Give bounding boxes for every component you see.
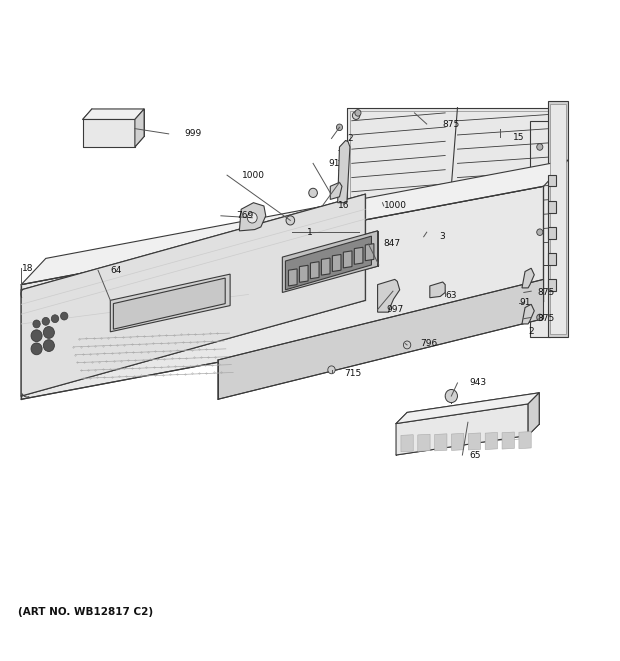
Text: 715: 715 bbox=[344, 369, 361, 377]
Text: ereplacementparts.com: ereplacementparts.com bbox=[243, 273, 377, 283]
Circle shape bbox=[352, 112, 360, 120]
Polygon shape bbox=[485, 432, 497, 449]
Polygon shape bbox=[135, 109, 144, 147]
Polygon shape bbox=[338, 140, 350, 203]
Polygon shape bbox=[430, 282, 445, 297]
Polygon shape bbox=[299, 265, 308, 282]
Polygon shape bbox=[451, 434, 464, 450]
Text: 91: 91 bbox=[519, 299, 531, 307]
Polygon shape bbox=[21, 186, 544, 399]
Polygon shape bbox=[549, 227, 556, 239]
Circle shape bbox=[404, 341, 411, 349]
Text: 1000: 1000 bbox=[242, 171, 265, 180]
Polygon shape bbox=[82, 109, 144, 120]
Circle shape bbox=[43, 327, 55, 338]
Text: 1: 1 bbox=[307, 227, 312, 237]
Polygon shape bbox=[347, 108, 562, 265]
Text: 796: 796 bbox=[420, 339, 438, 348]
Text: 64: 64 bbox=[110, 266, 122, 275]
Circle shape bbox=[337, 124, 343, 131]
Polygon shape bbox=[549, 253, 556, 265]
Circle shape bbox=[42, 317, 50, 325]
Polygon shape bbox=[288, 269, 297, 286]
Circle shape bbox=[33, 320, 40, 328]
Polygon shape bbox=[378, 280, 400, 312]
Text: 2: 2 bbox=[528, 327, 534, 336]
Circle shape bbox=[355, 110, 361, 116]
Circle shape bbox=[286, 215, 294, 225]
Text: 769: 769 bbox=[236, 212, 254, 220]
Polygon shape bbox=[519, 432, 531, 449]
Polygon shape bbox=[285, 236, 371, 290]
Circle shape bbox=[328, 366, 335, 373]
Text: 91: 91 bbox=[329, 159, 340, 168]
Polygon shape bbox=[435, 434, 447, 451]
Polygon shape bbox=[311, 262, 319, 279]
Polygon shape bbox=[418, 434, 430, 451]
Circle shape bbox=[537, 314, 543, 321]
Text: 15: 15 bbox=[513, 133, 525, 141]
Text: 18: 18 bbox=[22, 264, 34, 273]
Polygon shape bbox=[549, 280, 556, 292]
Polygon shape bbox=[110, 274, 230, 332]
Polygon shape bbox=[354, 247, 363, 264]
Polygon shape bbox=[282, 231, 378, 292]
Polygon shape bbox=[530, 121, 550, 337]
Polygon shape bbox=[468, 433, 481, 450]
Polygon shape bbox=[502, 432, 515, 449]
Circle shape bbox=[247, 213, 257, 223]
Polygon shape bbox=[549, 101, 568, 337]
Polygon shape bbox=[113, 278, 225, 329]
Polygon shape bbox=[321, 258, 330, 275]
Circle shape bbox=[61, 312, 68, 320]
Circle shape bbox=[51, 315, 59, 323]
Circle shape bbox=[445, 389, 458, 403]
Text: 997: 997 bbox=[387, 305, 404, 314]
Text: 1000: 1000 bbox=[384, 202, 407, 210]
Text: 2: 2 bbox=[347, 134, 353, 143]
Text: (ART NO. WB12817 C2): (ART NO. WB12817 C2) bbox=[18, 607, 153, 617]
Polygon shape bbox=[522, 304, 534, 324]
Polygon shape bbox=[528, 393, 539, 436]
Polygon shape bbox=[549, 201, 556, 213]
Text: 63: 63 bbox=[445, 292, 457, 300]
Polygon shape bbox=[21, 160, 568, 285]
Text: 943: 943 bbox=[470, 379, 487, 387]
Polygon shape bbox=[82, 120, 135, 147]
Text: 847: 847 bbox=[384, 239, 401, 249]
Polygon shape bbox=[343, 251, 352, 268]
Text: 3: 3 bbox=[439, 232, 445, 241]
Text: 875: 875 bbox=[442, 120, 459, 128]
Polygon shape bbox=[396, 404, 528, 455]
Polygon shape bbox=[396, 393, 539, 424]
Polygon shape bbox=[239, 203, 266, 231]
Text: 16: 16 bbox=[338, 202, 349, 210]
Polygon shape bbox=[401, 435, 413, 451]
Circle shape bbox=[537, 229, 543, 235]
Circle shape bbox=[537, 143, 543, 150]
Text: 999: 999 bbox=[184, 130, 202, 138]
Polygon shape bbox=[365, 244, 374, 260]
Polygon shape bbox=[330, 182, 342, 200]
Circle shape bbox=[309, 188, 317, 198]
Polygon shape bbox=[332, 254, 341, 272]
Circle shape bbox=[43, 340, 55, 352]
Circle shape bbox=[31, 343, 42, 355]
Polygon shape bbox=[21, 194, 365, 396]
Text: 875: 875 bbox=[538, 314, 555, 323]
Polygon shape bbox=[522, 268, 534, 288]
Polygon shape bbox=[549, 175, 556, 186]
Circle shape bbox=[31, 330, 42, 342]
Text: 875: 875 bbox=[538, 288, 555, 297]
Text: 65: 65 bbox=[470, 451, 481, 459]
Polygon shape bbox=[218, 280, 544, 399]
Polygon shape bbox=[550, 104, 566, 334]
